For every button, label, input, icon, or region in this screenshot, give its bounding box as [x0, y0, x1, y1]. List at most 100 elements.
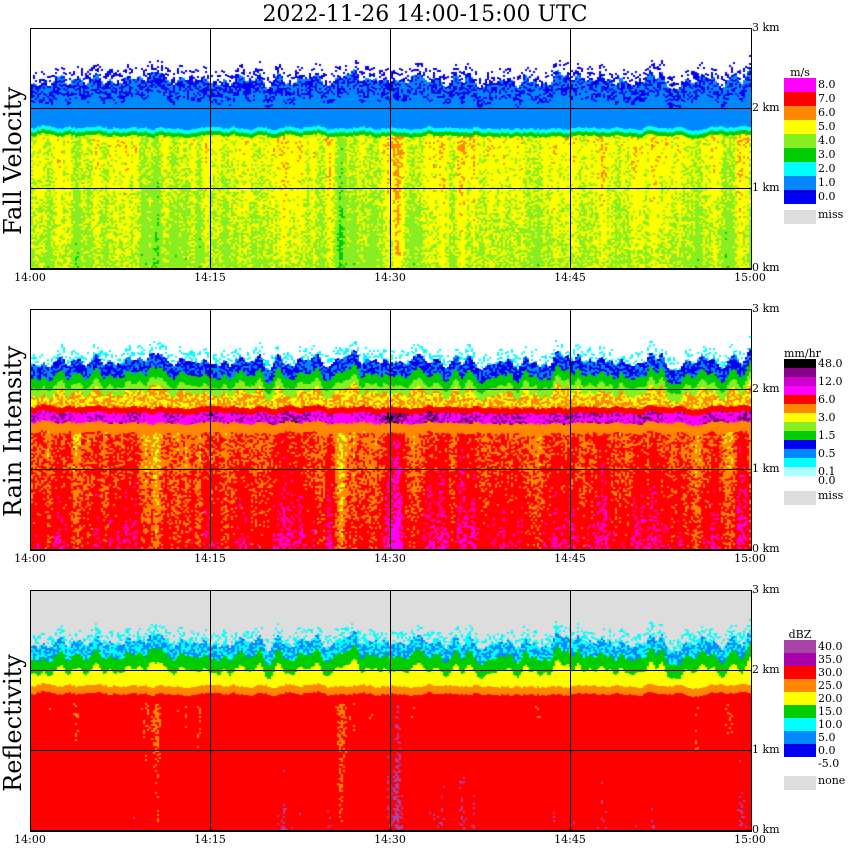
legend-value: 5.0	[818, 120, 836, 133]
reflectivity-grid	[31, 591, 751, 831]
legend-value: 0.0	[818, 190, 836, 203]
legend-value: 20.0	[818, 691, 843, 705]
legend-value: -5.0	[818, 756, 840, 770]
height-tick-label: 2 km	[752, 101, 780, 114]
legend-swatch	[784, 78, 816, 92]
height-tick-label: 2 km	[752, 663, 780, 676]
legend-swatch	[784, 467, 816, 476]
legend-value: 0.0	[818, 473, 836, 487]
legend-value: 8.0	[818, 78, 836, 91]
time-tick-label: 14:15	[194, 271, 226, 284]
legend-swatch	[784, 440, 816, 449]
legend-value: 6.0	[818, 392, 836, 406]
time-tick-label: 14:00	[14, 271, 46, 284]
legend-swatch	[784, 757, 816, 770]
height-tick-label: 3 km	[752, 302, 780, 315]
legend-unit: mm/hr	[784, 347, 821, 360]
time-tick-label: 14:30	[374, 552, 406, 565]
legend-value: 0.5	[818, 446, 836, 460]
legend-value: 4.0	[818, 134, 836, 147]
time-tick-label: 15:00	[734, 552, 766, 565]
legend-swatch	[784, 458, 816, 467]
height-tick-label: 0 km	[752, 261, 780, 274]
chart-title: 2022-11-26 14:00-15:00 UTC	[262, 2, 588, 27]
legend-missing-swatch	[784, 776, 816, 790]
legend-swatch	[784, 368, 816, 377]
legend-value: 0.1	[818, 464, 836, 478]
time-tick-label: 14:15	[194, 833, 226, 846]
legend-swatch	[784, 731, 816, 744]
legend-unit: m/s	[790, 66, 810, 79]
time-tick-label: 14:15	[194, 552, 226, 565]
legend-swatch	[784, 148, 816, 162]
legend-value: 35.0	[818, 652, 843, 666]
fall-velocity-grid	[31, 29, 751, 269]
legend-swatch	[784, 404, 816, 413]
time-tick-label: 14:45	[554, 552, 586, 565]
height-tick-label: 1 km	[752, 462, 780, 475]
legend-missing-label: none	[818, 774, 846, 787]
rain-intensity-grid	[31, 310, 751, 550]
legend-value: 2.0	[818, 162, 836, 175]
legend-swatch	[784, 176, 816, 190]
legend-swatch	[784, 359, 816, 368]
time-tick-label: 14:00	[14, 833, 46, 846]
legend-swatch	[784, 120, 816, 134]
height-tick-label: 0 km	[752, 542, 780, 555]
height-tick-label: 3 km	[752, 21, 780, 34]
time-tick-label: 14:30	[374, 271, 406, 284]
legend-swatch	[784, 190, 816, 204]
legend-missing-swatch	[784, 491, 816, 505]
legend-swatch	[784, 666, 816, 679]
legend-swatch	[784, 92, 816, 106]
legend-value: 3.0	[818, 148, 836, 161]
legend-swatch	[784, 431, 816, 440]
height-tick-label: 3 km	[752, 583, 780, 596]
legend-swatch	[784, 679, 816, 692]
legend-value: 12.0	[818, 374, 843, 388]
time-tick-label: 15:00	[734, 271, 766, 284]
legend-missing-label: miss	[818, 489, 844, 502]
legend-swatch	[784, 640, 816, 653]
legend-value: 1.0	[818, 176, 836, 189]
time-tick-label: 15:00	[734, 833, 766, 846]
legend-value: 15.0	[818, 704, 843, 718]
height-tick-label: 0 km	[752, 823, 780, 836]
legend-swatch	[784, 395, 816, 404]
legend-value: 0.0	[818, 743, 836, 757]
legend-value: 10.0	[818, 717, 843, 731]
time-tick-label: 14:45	[554, 271, 586, 284]
rain-intensity-panel-title: Rain Intensity	[0, 345, 27, 517]
legend-swatch	[784, 705, 816, 718]
legend-swatch	[784, 476, 816, 485]
legend-missing-swatch	[784, 210, 816, 224]
time-tick-label: 14:30	[374, 833, 406, 846]
legend-swatch	[784, 744, 816, 757]
legend-swatch	[784, 413, 816, 422]
legend-value: 30.0	[818, 665, 843, 679]
legend-value: 1.5	[818, 428, 836, 442]
height-tick-label: 1 km	[752, 181, 780, 194]
legend-value: 7.0	[818, 92, 836, 105]
legend-value: 6.0	[818, 106, 836, 119]
height-tick-label: 2 km	[752, 382, 780, 395]
legend-value: 5.0	[818, 730, 836, 744]
reflectivity-panel-title: Reflectivity	[0, 654, 27, 792]
rain-intensity-plot	[30, 309, 752, 551]
reflectivity-plot	[30, 590, 752, 832]
legend-value: 25.0	[818, 678, 843, 692]
legend-swatch	[784, 692, 816, 705]
legend-value: 48.0	[818, 356, 843, 370]
legend-swatch	[784, 449, 816, 458]
legend-swatch	[784, 386, 816, 395]
legend-value: 3.0	[818, 410, 836, 424]
time-tick-label: 14:45	[554, 833, 586, 846]
legend-swatch	[784, 653, 816, 666]
legend-swatch	[784, 377, 816, 386]
time-tick-label: 14:00	[14, 552, 46, 565]
legend-swatch	[784, 422, 816, 431]
legend-swatch	[784, 134, 816, 148]
legend-missing-label: miss	[818, 208, 844, 221]
legend-unit: dBZ	[788, 628, 812, 641]
legend-value: 40.0	[818, 639, 843, 653]
